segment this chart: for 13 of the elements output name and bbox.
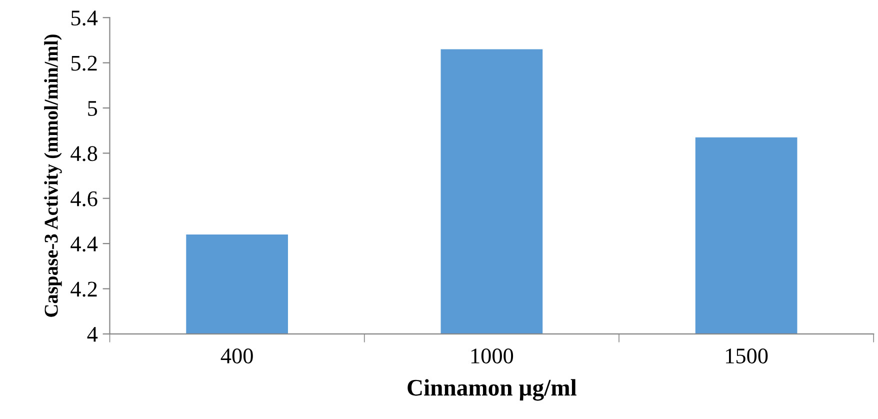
y-tick-label: 5.4	[71, 10, 98, 26]
y-axis-title: Caspase-3 Activity (mmol/min/ml)	[44, 34, 62, 317]
y-tick-label: 4.4	[70, 236, 98, 252]
y-tick-label: 4.2	[70, 282, 97, 297]
y-tick-label: 5	[88, 101, 98, 116]
y-tick-label: 4.8	[70, 146, 98, 162]
x-tick-label: 1000	[471, 348, 514, 364]
y-tick-label: 5.2	[71, 56, 97, 71]
x-tick-label: 400	[220, 348, 253, 364]
x-axis-title: Cinnamon µg/ml	[408, 379, 576, 401]
y-tick-label: 4	[87, 327, 98, 342]
x-tick-label: 1500	[726, 348, 768, 364]
y-tick-label: 4.6	[70, 191, 98, 206]
